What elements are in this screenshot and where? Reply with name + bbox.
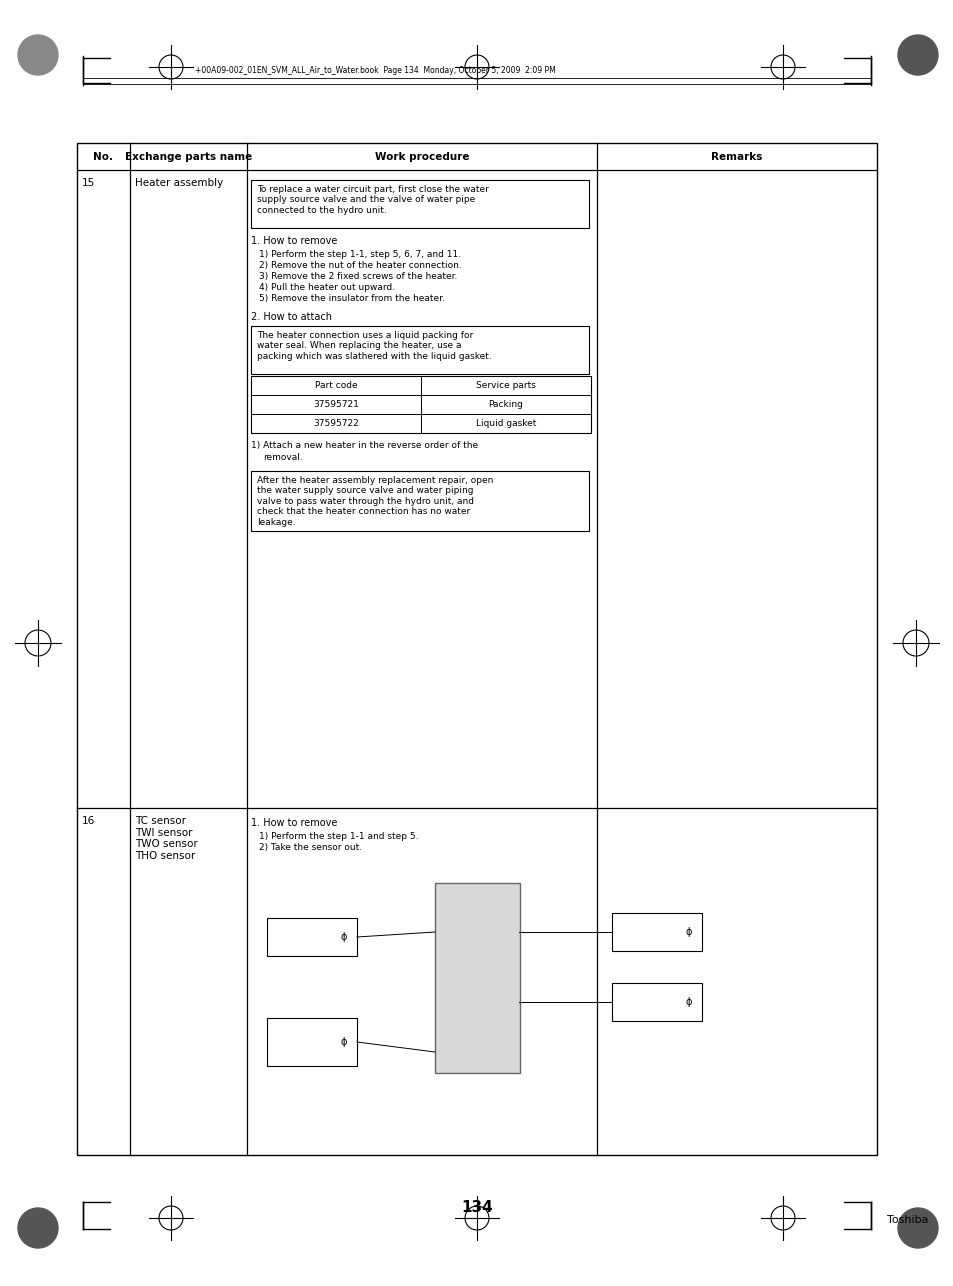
Bar [612, 913, 701, 952]
Text: 37595721: 37595721 [313, 400, 358, 409]
Text: 2) Take the sensor out.: 2) Take the sensor out. [258, 844, 362, 853]
Text: No.: No. [93, 152, 113, 162]
Circle shape [897, 1208, 937, 1247]
Bar [77, 143, 876, 1155]
Text: Part code: Part code [314, 381, 357, 390]
Text: Toshiba: Toshiba [886, 1215, 927, 1226]
Text: 1) Perform the step 1-1 and step 5.: 1) Perform the step 1-1 and step 5. [258, 832, 418, 841]
Text: Liquid gasket: Liquid gasket [476, 419, 536, 428]
Bar [267, 918, 356, 955]
Bar [267, 1019, 356, 1066]
Text: 3) Remove the 2 fixed screws of the heater.: 3) Remove the 2 fixed screws of the heat… [258, 273, 456, 282]
Text: ϕ: ϕ [685, 927, 691, 937]
Text: ϕ: ϕ [340, 932, 347, 943]
Text: Remarks: Remarks [711, 152, 761, 162]
Text: 134: 134 [460, 1200, 493, 1215]
Text: ϕ: ϕ [685, 997, 691, 1007]
Text: removal.: removal. [263, 453, 302, 462]
Bar [435, 883, 519, 1073]
Text: 4) Pull the heater out upward.: 4) Pull the heater out upward. [258, 283, 395, 292]
Text: 1) Attach a new heater in the reverse order of the: 1) Attach a new heater in the reverse or… [251, 441, 477, 450]
Text: 1) Perform the step 1-1, step 5, 6, 7, and 11.: 1) Perform the step 1-1, step 5, 6, 7, a… [258, 249, 460, 258]
Circle shape [18, 35, 58, 75]
Bar [251, 325, 588, 374]
Text: 1. How to remove: 1. How to remove [251, 818, 337, 828]
Text: Heater assembly: Heater assembly [135, 177, 223, 188]
Text: 15: 15 [82, 177, 95, 188]
Bar [251, 180, 588, 228]
Text: +00A09-002_01EN_SVM_ALL_Air_to_Water.book  Page 134  Monday, October 5, 2009  2:: +00A09-002_01EN_SVM_ALL_Air_to_Water.boo… [194, 66, 556, 75]
Text: 37595722: 37595722 [313, 419, 358, 428]
Bar [612, 983, 701, 1021]
Text: 5) Remove the insulator from the heater.: 5) Remove the insulator from the heater. [258, 294, 444, 303]
Text: To replace a water circuit part, first close the water
supply source valve and t: To replace a water circuit part, first c… [256, 185, 488, 215]
Text: Work procedure: Work procedure [375, 152, 469, 162]
Text: Exchange parts name: Exchange parts name [125, 152, 252, 162]
Text: After the heater assembly replacement repair, open
the water supply source valve: After the heater assembly replacement re… [256, 476, 493, 526]
Text: 16: 16 [82, 817, 95, 826]
Text: 1. How to remove: 1. How to remove [251, 237, 337, 246]
Bar [251, 471, 588, 531]
Circle shape [18, 1208, 58, 1247]
Circle shape [897, 35, 937, 75]
Text: Packing: Packing [488, 400, 523, 409]
Text: TC sensor
TWI sensor
TWO sensor
THO sensor: TC sensor TWI sensor TWO sensor THO sens… [135, 817, 197, 860]
Text: 2. How to attach: 2. How to attach [251, 312, 332, 322]
Bar [251, 376, 590, 433]
Text: Service parts: Service parts [476, 381, 536, 390]
Text: 2) Remove the nut of the heater connection.: 2) Remove the nut of the heater connecti… [258, 261, 461, 270]
Text: ϕ: ϕ [340, 1037, 347, 1047]
Text: The heater connection uses a liquid packing for
water seal. When replacing the h: The heater connection uses a liquid pack… [256, 331, 491, 361]
